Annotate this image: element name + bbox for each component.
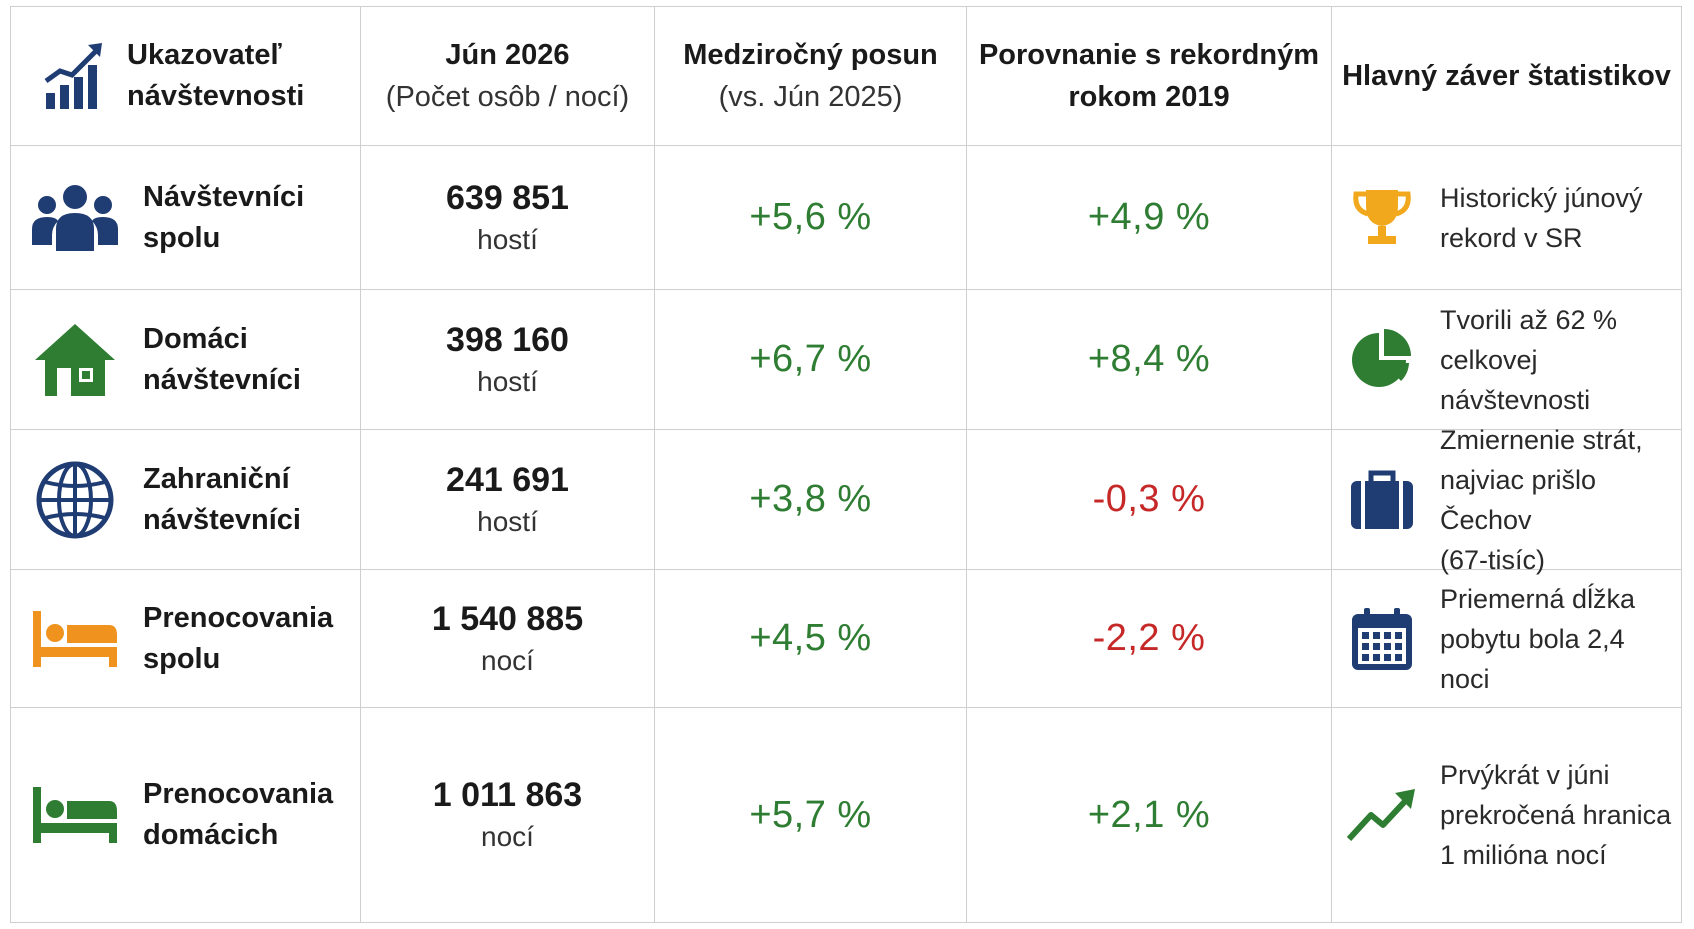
bed-icon <box>25 609 125 669</box>
bar-chart-growth-icon <box>35 41 115 111</box>
yoy-cell: +4,5 % <box>655 570 967 707</box>
header-record-subtitle: rokom 2019 <box>1068 81 1230 113</box>
indicator-cell: Zahraniční návštevníci <box>11 430 361 569</box>
june-value: 398 160 <box>446 320 569 359</box>
conclusion-line1: Zmiernenie strát, <box>1440 424 1643 455</box>
indicator-cell: Domáci návštevníci <box>11 290 361 429</box>
header-indicator-cell: Ukazovateľ návštevnosti <box>11 7 361 145</box>
indicator-label-line1: Prenocovania <box>143 601 334 634</box>
conclusion-cell: Priemerná dĺžka pobytu bola 2,4 noci <box>1332 570 1681 707</box>
header-row: Ukazovateľ návštevnosti Jún 2026 (Počet … <box>11 7 1681 146</box>
june-value: 1 540 885 <box>431 599 584 638</box>
yoy-value: +3,8 % <box>749 478 872 520</box>
header-conclusion-title: Hlavný záver štatistikov <box>1342 60 1671 92</box>
indicator-label-line1: Prenocovania <box>143 778 334 810</box>
conclusion-line1: Historický júnový <box>1440 182 1643 213</box>
record-cell: +2,1 % <box>967 708 1332 922</box>
house-icon <box>25 322 125 398</box>
header-indicator-line1: Ukazovateľ <box>127 39 282 71</box>
yoy-cell: +5,7 % <box>655 708 967 922</box>
conclusion-line3: 1 milióna nocí <box>1440 840 1607 870</box>
table-row: Prenocovania domácich 1 011 863 nocí +5,… <box>11 708 1681 922</box>
yoy-cell: +3,8 % <box>655 430 967 569</box>
record-value: +8,4 % <box>1087 338 1211 380</box>
conclusion-cell: Tvorili až 62 % celkovej návštevnosti <box>1332 290 1681 429</box>
header-june-subtitle: (Počet osôb / nocí) <box>385 81 630 113</box>
conclusion-line2: celkovej návštevnosti <box>1440 344 1591 415</box>
table-row: Domáci návštevníci 398 160 hostí +6,7 % … <box>11 290 1681 430</box>
indicator-label-line2: domácich <box>143 819 279 851</box>
indicator-label-line2: spolu <box>143 221 221 254</box>
june-unit: hostí <box>477 505 538 537</box>
june-value: 639 851 <box>446 178 569 217</box>
table-row: Zahraniční návštevníci 241 691 hostí +3,… <box>11 425 1681 575</box>
conclusion-cell: Zmiernenie strát, najviac prišlo Čechov … <box>1332 425 1681 575</box>
indicator-label-line1: Zahraniční <box>143 462 290 495</box>
record-value: +2,1 % <box>1087 793 1211 836</box>
record-cell: -0,3 % <box>967 430 1332 569</box>
indicator-cell: Prenocovania domácich <box>11 708 361 922</box>
statistics-table: Ukazovateľ návštevnosti Jún 2026 (Počet … <box>10 6 1682 923</box>
june-unit: hostí <box>477 365 538 397</box>
yoy-value: +6,7 % <box>749 338 872 380</box>
record-value: -2,2 % <box>1092 617 1206 659</box>
header-conclusion-cell: Hlavný záver štatistikov <box>1332 7 1681 145</box>
june-unit: nocí <box>481 821 534 852</box>
record-cell: -2,2 % <box>967 570 1332 707</box>
indicator-label-line2: návštevníci <box>143 363 301 396</box>
header-yoy-subtitle: (vs. Jún 2025) <box>718 81 903 113</box>
suitcase-icon <box>1346 469 1418 531</box>
conclusion-line1: Prvýkrát v júni <box>1440 760 1610 790</box>
yoy-cell: +6,7 % <box>655 290 967 429</box>
trend-up-icon <box>1346 787 1418 843</box>
june-value-cell: 241 691 hostí <box>361 430 655 569</box>
yoy-value: +4,5 % <box>749 617 872 659</box>
header-yoy-title: Medziročný posun <box>683 39 938 71</box>
june-value: 1 011 863 <box>432 776 583 814</box>
header-yoy-cell: Medziročný posun (vs. Jún 2025) <box>655 7 967 145</box>
yoy-value: +5,7 % <box>749 793 872 836</box>
header-record-cell: Porovnanie s rekordným rokom 2019 <box>967 7 1332 145</box>
conclusion-line2: rekord v SR <box>1440 222 1583 253</box>
table-row: Prenocovania spolu 1 540 885 nocí +4,5 %… <box>11 570 1681 708</box>
conclusion-line2: prekročená hranica <box>1440 800 1672 830</box>
conclusion-line2: pobytu bola 2,4 noci <box>1440 623 1625 694</box>
june-value: 241 691 <box>446 460 569 499</box>
june-value-cell: 398 160 hostí <box>361 290 655 429</box>
trophy-icon <box>1346 186 1418 250</box>
june-value-cell: 1 011 863 nocí <box>361 708 655 922</box>
globe-icon <box>25 460 125 540</box>
june-unit: nocí <box>481 644 534 676</box>
people-group-icon <box>25 183 125 253</box>
yoy-cell: +5,6 % <box>655 146 967 289</box>
record-value: -0,3 % <box>1092 478 1206 520</box>
header-june-cell: Jún 2026 (Počet osôb / nocí) <box>361 7 655 145</box>
conclusion-line1: Priemerná dĺžka <box>1440 583 1636 614</box>
yoy-value: +5,6 % <box>749 196 872 238</box>
indicator-label-line2: spolu <box>143 642 221 675</box>
record-value: +4,9 % <box>1087 196 1211 238</box>
pie-chart-icon <box>1346 327 1418 393</box>
conclusion-cell: Prvýkrát v júni prekročená hranica 1 mil… <box>1332 708 1681 922</box>
header-record-title: Porovnanie s rekordným <box>978 39 1320 71</box>
calendar-icon <box>1346 606 1418 672</box>
june-value-cell: 639 851 hostí <box>361 146 655 289</box>
conclusion-line1: Tvorili až 62 % <box>1440 304 1618 335</box>
record-cell: +8,4 % <box>967 290 1332 429</box>
june-value-cell: 1 540 885 nocí <box>361 570 655 707</box>
conclusion-line2: najviac prišlo Čechov <box>1440 464 1597 535</box>
record-cell: +4,9 % <box>967 146 1332 289</box>
june-unit: hostí <box>477 223 538 255</box>
header-indicator-line2: návštevnosti <box>127 80 305 112</box>
conclusion-line3: (67-tisíc) <box>1440 544 1546 575</box>
header-june-title: Jún 2026 <box>445 39 570 71</box>
indicator-label-line1: Návštevníci <box>143 180 305 213</box>
indicator-label-line1: Domáci <box>143 322 248 355</box>
indicator-label-line2: návštevníci <box>143 503 301 536</box>
table-row: Návštevníci spolu 639 851 hostí +5,6 % +… <box>11 146 1681 290</box>
conclusion-cell: Historický júnový rekord v SR <box>1332 146 1681 289</box>
indicator-cell: Prenocovania spolu <box>11 570 361 707</box>
indicator-cell: Návštevníci spolu <box>11 146 361 289</box>
bed-icon <box>25 785 125 845</box>
